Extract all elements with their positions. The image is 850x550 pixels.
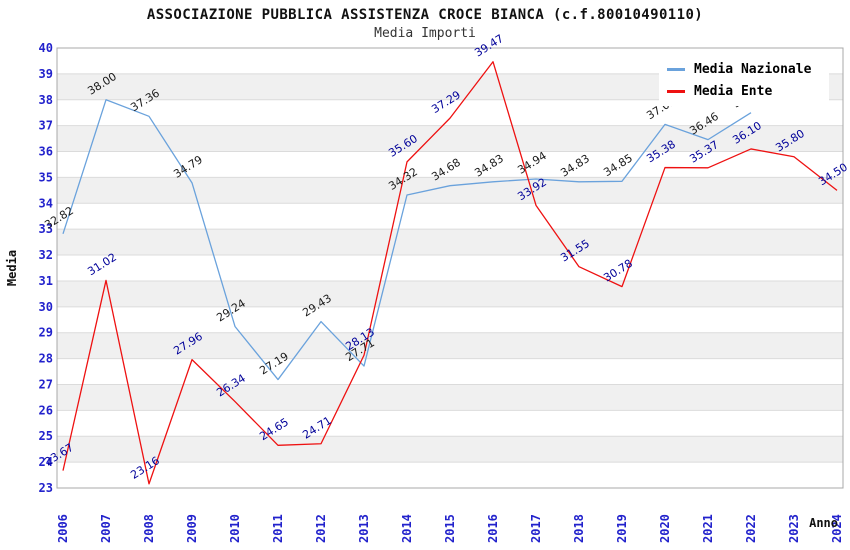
x-tick-label: 2012: [314, 514, 328, 543]
series-line-1: [62, 61, 838, 485]
x-tick-label: 2017: [529, 514, 543, 543]
chart-subtitle: Media Importi: [374, 26, 476, 41]
plot-band: [57, 358, 843, 385]
x-tick-label: 2022: [744, 514, 758, 543]
plot-band: [57, 332, 843, 359]
plot-band: [57, 410, 843, 437]
y-tick-label: 38: [39, 93, 53, 107]
x-axis-title: Anno: [809, 516, 838, 530]
y-tick-label: 29: [39, 326, 53, 340]
x-tick-label: 2016: [486, 514, 500, 543]
x-tick-label: 2007: [99, 514, 113, 543]
x-tick-label: 2008: [142, 514, 156, 543]
plot-band: [57, 384, 843, 411]
legend-line-swatch-nazionale: [667, 68, 685, 71]
y-tick-label: 31: [39, 274, 53, 288]
y-tick-label: 26: [39, 403, 53, 417]
x-tick-label: 2021: [701, 514, 715, 543]
y-tick-label: 36: [39, 145, 53, 159]
x-tick-label: 2020: [658, 514, 672, 543]
x-tick-label: 2023: [787, 514, 801, 543]
y-tick-label: 35: [39, 170, 53, 184]
x-tick-label: 2015: [443, 514, 457, 543]
x-tick-label: 2009: [185, 514, 199, 543]
y-tick-label: 34: [39, 196, 53, 210]
y-tick-label: 27: [39, 377, 53, 391]
y-tick-label: 32: [39, 248, 53, 262]
legend-label-ente: Media Ente: [694, 84, 773, 99]
plot-band: [57, 151, 843, 178]
plot-band: [57, 280, 843, 307]
y-tick-label: 28: [39, 352, 53, 366]
chart-title: ASSOCIAZIONE PUBBLICA ASSISTENZA CROCE B…: [146, 7, 704, 23]
y-tick-label: 37: [39, 119, 53, 133]
series-line-0: [62, 99, 752, 381]
y-tick-label: 40: [39, 41, 53, 55]
x-tick-label: 2013: [357, 514, 371, 543]
plot-band: [57, 255, 843, 281]
x-tick-label: 2014: [400, 514, 414, 543]
plot-frame: [56, 47, 844, 489]
plot-band: [57, 125, 843, 152]
plot-band: [57, 177, 843, 204]
plot-band: [57, 203, 843, 230]
y-tick-label: 39: [39, 67, 53, 81]
x-tick-label: 2011: [271, 514, 285, 543]
legend-label-nazionale: Media Nazionale: [694, 62, 812, 77]
legend-line-swatch-ente: [667, 90, 685, 93]
y-tick-label: 25: [39, 429, 53, 443]
plot-band: [57, 306, 843, 333]
plot-band: [57, 436, 843, 463]
x-tick-label: 2010: [228, 514, 242, 543]
plot-band: [57, 229, 843, 256]
y-axis-title: Media: [5, 250, 19, 286]
legend: Media Nazionale Media Ente: [659, 56, 829, 106]
legend-item-media-ente: Media Ente: [667, 84, 823, 99]
y-tick-label: 33: [39, 222, 53, 236]
y-tick-label: 30: [39, 300, 53, 314]
x-tick-label: 2006: [56, 514, 70, 543]
x-tick-label: 2018: [572, 514, 586, 543]
plot-band: [57, 462, 843, 488]
x-tick-label: 2024: [830, 514, 844, 543]
legend-item-media-nazionale: Media Nazionale: [667, 62, 823, 77]
y-tick-label: 23: [39, 481, 53, 495]
x-tick-label: 2019: [615, 514, 629, 543]
y-tick-label: 24: [39, 455, 53, 469]
